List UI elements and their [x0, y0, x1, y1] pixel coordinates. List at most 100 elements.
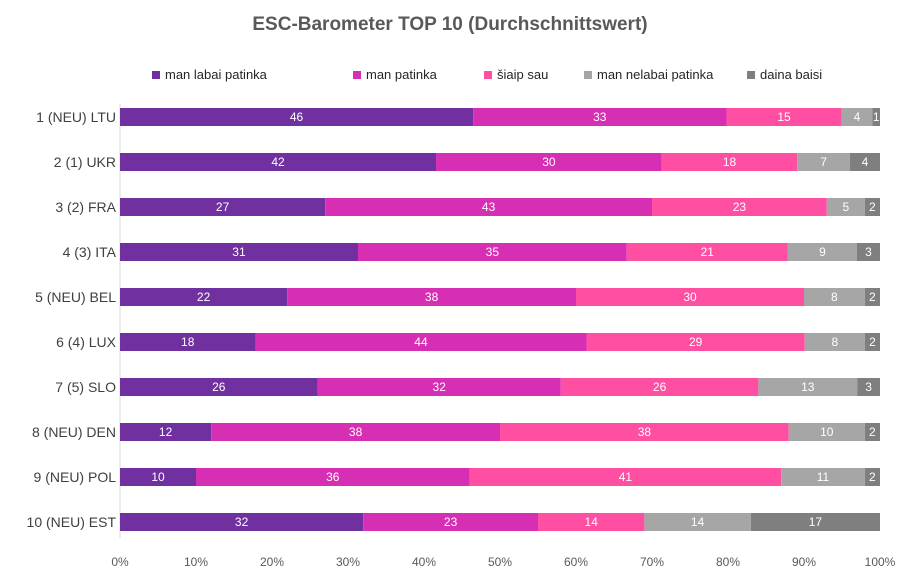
bar-segment [626, 243, 788, 261]
bar-segment [255, 333, 587, 351]
x-tick-label: 60% [564, 555, 588, 569]
category-label: 1 (NEU) LTU [36, 109, 116, 125]
x-tick-label: 90% [792, 555, 816, 569]
x-tick-label: 10% [184, 555, 208, 569]
bar-segment [120, 153, 437, 171]
x-tick-label: 30% [336, 555, 360, 569]
data-label: 43 [482, 200, 496, 214]
bar-segment [436, 153, 662, 171]
chart-title: ESC-Barometer TOP 10 (Durchschnittswert) [252, 14, 647, 35]
legend-entry: man patinka [366, 67, 438, 82]
x-tick-label: 20% [260, 555, 284, 569]
bar-segment [120, 288, 288, 306]
legend-swatch [747, 71, 755, 79]
data-label: 2 [869, 335, 876, 349]
category-label: 10 (NEU) EST [27, 514, 117, 530]
bar-segment [826, 198, 865, 216]
data-label: 38 [638, 425, 652, 439]
bar-segment [120, 108, 474, 126]
category-label: 8 (NEU) DEN [32, 424, 116, 440]
bar-segment [872, 108, 880, 126]
category-labels: 1 (NEU) LTU 2 (1) UKR 3 (2) FRA 4 (3) ITA 5 … [27, 109, 117, 530]
data-label: 9 [819, 245, 826, 259]
bar-segment [287, 288, 576, 306]
data-label: 44 [414, 335, 428, 349]
bar-segment [363, 513, 538, 531]
bar-segment [787, 243, 857, 261]
category-label: 3 (2) FRA [55, 199, 116, 215]
category-label: 9 (NEU) POL [34, 469, 117, 485]
data-label: 30 [542, 155, 556, 169]
data-label: 3 [865, 245, 872, 259]
bar-segment [120, 243, 358, 261]
bar-segment [864, 333, 880, 351]
data-label: 38 [425, 290, 439, 304]
data-label: 18 [181, 335, 195, 349]
data-label: 23 [733, 200, 747, 214]
data-label: 41 [619, 470, 633, 484]
x-tick-label: 40% [412, 555, 436, 569]
data-label: 7 [820, 155, 827, 169]
bar-segment [317, 378, 561, 396]
data-label: 32 [235, 515, 249, 529]
x-tick-label: 80% [716, 555, 740, 569]
data-label: 26 [212, 380, 226, 394]
bar-segment [196, 468, 470, 486]
legend-entry: šiaip sau [497, 67, 548, 82]
bar-segment [781, 468, 865, 486]
data-label: 15 [777, 110, 791, 124]
data-label: 2 [869, 290, 876, 304]
data-label: 8 [832, 335, 839, 349]
bar-segment [726, 108, 842, 126]
bar-segment [864, 423, 880, 441]
data-label: 17 [809, 515, 823, 529]
data-label: 10 [820, 425, 834, 439]
bar-segment [120, 468, 196, 486]
data-label: 4 [862, 155, 869, 169]
data-label: 23 [444, 515, 458, 529]
bar-segment [864, 198, 880, 216]
bar-segment [804, 333, 865, 351]
legend: man labai patinka man patinka šiaip sau man… [152, 67, 822, 82]
bar-segment [325, 198, 652, 216]
legend-swatch [584, 71, 592, 79]
data-label: 12 [159, 425, 173, 439]
data-label: 14 [691, 515, 705, 529]
data-label: 8 [831, 290, 838, 304]
category-label: 2 (1) UKR [54, 154, 116, 170]
data-label: 1 [873, 110, 880, 124]
data-label: 46 [290, 110, 304, 124]
category-label: 6 (4) LUX [56, 334, 117, 350]
data-label: 2 [869, 425, 876, 439]
data-label: 22 [197, 290, 211, 304]
data-label: 3 [865, 380, 872, 394]
data-label: 30 [683, 290, 697, 304]
bar-segment [652, 198, 827, 216]
data-label: 29 [689, 335, 703, 349]
data-label: 42 [271, 155, 285, 169]
data-label: 18 [723, 155, 737, 169]
x-tick-label: 0% [111, 555, 129, 569]
bar-segment [120, 513, 364, 531]
legend-swatch [484, 71, 492, 79]
bar-segment [120, 378, 318, 396]
bar-segment [849, 153, 880, 171]
data-label: 10 [151, 470, 165, 484]
x-tick-label: 70% [640, 555, 664, 569]
bar-segment [661, 153, 798, 171]
bar-segment [797, 153, 850, 171]
bar-segment [120, 198, 326, 216]
bars: 46 33 15 4 142 30 18 7 427 43 23 5 231 35 21 9 322 38 30 8 2… [120, 108, 880, 531]
data-label: 5 [842, 200, 849, 214]
data-label: 11 [817, 470, 830, 484]
bar-segment [120, 423, 212, 441]
legend-swatch [152, 71, 160, 79]
x-tick-label: 50% [488, 555, 512, 569]
data-label: 2 [869, 470, 876, 484]
x-axis-ticks: 0% 10% 20% 30% 40% 50% 60% 70% 80% 90% 100% [111, 555, 895, 569]
data-label: 35 [486, 245, 500, 259]
bar-segment [500, 423, 789, 441]
bar-segment [586, 333, 805, 351]
category-label: 4 (3) ITA [63, 244, 117, 260]
